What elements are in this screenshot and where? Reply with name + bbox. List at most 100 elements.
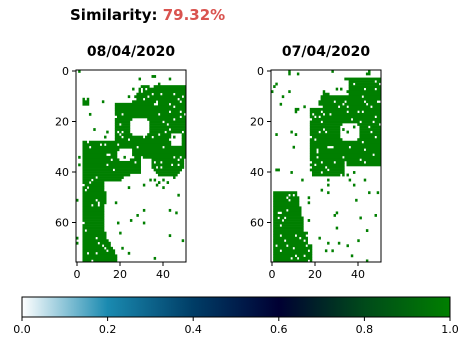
- heatmap-cell: [82, 178, 92, 182]
- heatmap-cell: [352, 183, 356, 187]
- heatmap-cell: [149, 178, 152, 182]
- heatmap-cell: [322, 171, 345, 174]
- heatmap-cell: [127, 251, 131, 255]
- heatmap-cell: [335, 100, 345, 104]
- heatmap-cell: [309, 168, 328, 172]
- heatmap-cell: [277, 244, 287, 248]
- heatmap-cell: [114, 138, 129, 142]
- heatmap-cell: [132, 100, 157, 104]
- heatmap-cell: [82, 236, 96, 240]
- heatmap-cell: [359, 216, 362, 220]
- heatmap-cell: [305, 239, 308, 243]
- heatmap-cell: [151, 166, 157, 169]
- heatmap-cell: [119, 130, 122, 134]
- heatmap-cell: [149, 95, 182, 99]
- heatmap-cell: [348, 80, 375, 83]
- heatmap-cell: [273, 196, 287, 200]
- heatmap-cell: [179, 97, 187, 101]
- heatmap-cell: [155, 160, 161, 164]
- heatmap-cell: [273, 208, 287, 212]
- heatmap-cell: [138, 90, 142, 94]
- heatmap-cell: [311, 160, 321, 164]
- heatmap-cell: [175, 105, 187, 109]
- heatmap-cell: [129, 158, 141, 162]
- heatmap-cell: [99, 241, 111, 245]
- heatmap-cell: [318, 148, 365, 152]
- heatmap-cell: [114, 110, 170, 114]
- heatmap-cell: [344, 77, 382, 81]
- heatmap-cell: [82, 216, 105, 220]
- heatmap-cell: [110, 153, 118, 157]
- heatmap-cell: [181, 115, 187, 119]
- heatmap-cell: [273, 229, 304, 232]
- heatmap-cell: [82, 143, 101, 147]
- heatmap-cell: [136, 92, 152, 96]
- heatmap-cell: [160, 112, 185, 116]
- heatmap-cell: [136, 160, 141, 164]
- heatmap-cell: [307, 244, 313, 248]
- heatmap-cell: [342, 128, 345, 131]
- heatmap-cell: [86, 97, 90, 101]
- heatmap-cell: [162, 166, 185, 169]
- heatmap-cell: [82, 140, 88, 144]
- heatmap-cell: [99, 203, 105, 207]
- heatmap-cell: [348, 178, 352, 182]
- heatmap-cell: [346, 130, 349, 134]
- heatmap-cell: [316, 138, 343, 142]
- heatmap-cell: [129, 219, 133, 222]
- heatmap-cell: [168, 123, 187, 126]
- heatmap-cell: [157, 82, 161, 86]
- heatmap-cell: [281, 95, 285, 99]
- heatmap-cell: [84, 221, 105, 225]
- heatmap-cell: [149, 128, 170, 131]
- heatmap-cell: [179, 158, 185, 162]
- heatmap-cell: [82, 186, 88, 190]
- heatmap-cell: [114, 120, 131, 124]
- colorbar-tick-label: 0.6: [270, 323, 288, 336]
- heatmap-cell: [106, 246, 113, 250]
- heatmap-cell: [149, 130, 165, 134]
- heatmap-cell: [340, 105, 347, 109]
- heatmap-cell: [82, 226, 105, 230]
- heatmap-cell: [303, 105, 306, 109]
- heatmap-cell: [290, 171, 293, 174]
- heatmap-cell: [376, 87, 382, 91]
- heatmap-cell: [82, 102, 90, 106]
- heatmap-panel-left: 08/04/2020 0 20 40 60 0 20 40: [55, 44, 187, 281]
- heatmap-cell: [352, 171, 356, 174]
- heatmap-cell: [286, 216, 304, 220]
- heatmap-cell: [374, 214, 377, 217]
- heatmap-cell: [346, 100, 365, 104]
- heatmap-cell: [153, 85, 187, 88]
- heatmap-cell: [134, 155, 142, 159]
- heatmap-cell: [121, 133, 133, 136]
- heatmap-cell: [294, 133, 298, 136]
- heatmap-cell: [76, 241, 79, 245]
- heatmap-cell: [168, 77, 172, 81]
- heatmap-cell: [104, 244, 111, 248]
- heatmap-cell: [331, 249, 334, 253]
- heatmap-cell: [318, 102, 343, 106]
- heatmap-cell: [309, 249, 313, 253]
- heatmap-cell: [376, 80, 382, 83]
- heatmap-cell: [294, 110, 298, 114]
- heatmap-cell: [273, 216, 278, 220]
- heatmap-cell: [168, 234, 172, 238]
- heatmap-cell: [88, 251, 96, 255]
- heatmap-cell: [331, 70, 334, 73]
- heatmap-cell: [352, 125, 356, 129]
- heatmap-cell: [149, 120, 163, 124]
- heatmap-cell: [114, 128, 131, 131]
- heatmap-cell: [309, 120, 321, 124]
- heatmap-cells-right: [271, 70, 382, 263]
- heatmap-cell: [157, 100, 180, 104]
- heatmap-cell: [142, 221, 146, 225]
- heatmap-cell: [104, 135, 107, 139]
- heatmap-cell: [273, 236, 300, 240]
- heatmap-cell: [108, 249, 116, 253]
- heatmap-cell: [123, 135, 144, 139]
- heatmap-cell: [82, 191, 107, 195]
- y-tick-label: 0: [62, 65, 69, 78]
- heatmap-cell: [82, 181, 90, 184]
- heatmap-cell: [82, 208, 105, 212]
